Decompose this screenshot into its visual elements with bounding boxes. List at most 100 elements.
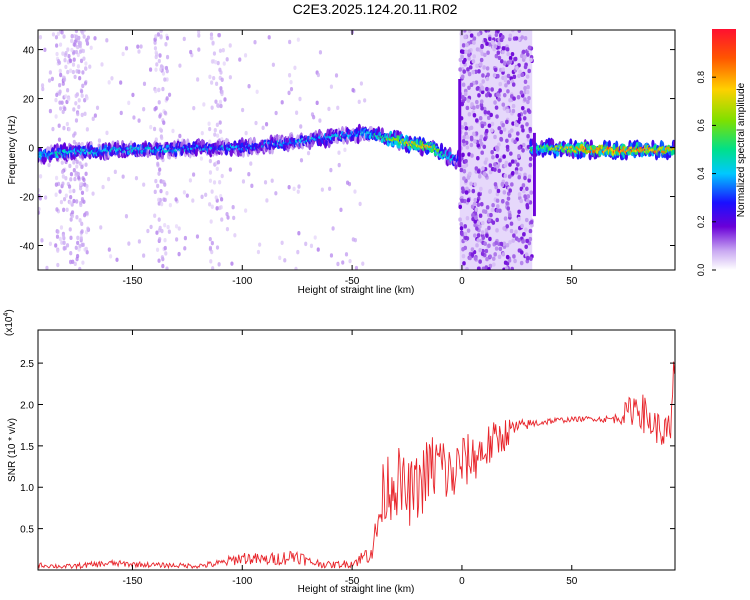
spectrogram-speckle xyxy=(287,184,291,190)
spectrogram-noise-cell xyxy=(481,79,486,84)
spectrogram-speckle xyxy=(67,126,71,132)
spectrogram-speckle xyxy=(354,265,359,270)
spectrogram-speckle xyxy=(339,207,343,213)
spectrogram-ridge-cell xyxy=(582,151,586,158)
spectrogram-speckle xyxy=(68,189,72,194)
spectrogram-speckle xyxy=(160,201,164,207)
spectrogram-speckle xyxy=(231,204,235,210)
spectrogram-noise-cell xyxy=(482,171,487,177)
spectrogram-speckle xyxy=(78,161,82,166)
spectrogram-speckle xyxy=(69,194,73,200)
spectrogram-noise-cell xyxy=(481,166,485,171)
spectrogram-noise-cell xyxy=(508,188,512,193)
colorbar-gradient xyxy=(712,29,736,270)
spectrogram-speckle xyxy=(202,102,206,107)
spectrogram-noise-cell xyxy=(515,122,519,127)
spectrogram-ridge-cell xyxy=(62,149,67,153)
spectrogram-noise-cell xyxy=(496,50,501,55)
spectrogram-speckle xyxy=(69,177,73,182)
spectrogram-noise-cell xyxy=(461,138,466,144)
spectrogram-speckle xyxy=(210,189,214,194)
spectrogram-noise-cell xyxy=(499,129,503,135)
spectrogram-speckle xyxy=(258,242,262,247)
snr-x-ticks: -150 -100 -50 0 50 xyxy=(122,330,578,587)
spectrogram-noise-cell xyxy=(490,87,494,92)
spectrogram-noise-cell xyxy=(465,42,469,48)
spectrogram-noise-cell xyxy=(476,143,481,148)
spectrogram-speckle xyxy=(215,206,219,211)
spectrogram-noise-cell xyxy=(458,217,462,222)
spectrogram-noise-cell xyxy=(476,32,481,37)
snr-y-tick-label: 2.0 xyxy=(20,400,34,411)
spectrogram-speckle xyxy=(74,30,79,34)
spectrogram-speckle xyxy=(75,253,80,259)
spectrogram-noise-cell xyxy=(493,67,498,73)
spectrogram-noise-cell xyxy=(506,206,511,211)
spectrogram-noise-cell xyxy=(488,163,493,168)
spectrogram-noise-cell xyxy=(525,255,530,261)
spectrogram-noise-cell xyxy=(471,69,476,75)
spectrogram-speckle xyxy=(127,241,131,246)
spectrogram-speckle xyxy=(200,194,204,200)
spectrogram-speckle xyxy=(293,65,297,71)
spectrogram-speckle xyxy=(65,207,69,212)
spectrogram-noise-cell xyxy=(498,158,502,163)
spectrogram-speckle xyxy=(220,217,224,222)
spectrogram-speckle xyxy=(159,30,163,34)
spectrogram-noise-cell xyxy=(491,220,496,225)
spectrogram-noise-cell xyxy=(474,80,479,85)
spectrogram-speckle xyxy=(57,91,62,96)
spectrogram-speckle xyxy=(250,183,254,189)
spectrogram-speckle xyxy=(59,72,63,78)
spectrogram-noise-cell xyxy=(497,142,501,147)
spectrogram-speckle xyxy=(65,243,70,248)
spectrogram-speckle xyxy=(119,80,123,85)
spectrogram-noise-cell xyxy=(466,175,471,180)
spectrogram-noise-cell xyxy=(483,209,488,214)
spectrogram-noise-cell xyxy=(521,148,525,153)
spectrogram-speckle xyxy=(154,50,158,55)
spectrogram-speckle xyxy=(107,247,111,252)
spectrogram-speckle xyxy=(207,121,211,126)
spectrogram-speckle xyxy=(107,80,111,85)
spectrogram-speckle xyxy=(84,171,88,177)
spectrogram-speckle xyxy=(158,127,163,132)
spectrogram-speckle xyxy=(61,233,66,238)
spectrogram-speckle xyxy=(62,207,66,213)
spectrogram-speckle xyxy=(165,77,169,82)
spectrogram-speckle xyxy=(137,118,141,123)
colorbar-tick-label: 0.8 xyxy=(696,71,706,84)
spectrogram-noise-cell xyxy=(488,93,492,98)
snr-frame xyxy=(37,329,676,571)
spectrogram-speckle xyxy=(74,49,79,55)
spectrogram-speckle xyxy=(74,245,78,250)
spectrogram-speckle xyxy=(74,172,78,177)
spectrogram-noise-cell xyxy=(488,254,492,259)
spectrogram-speckle xyxy=(177,251,181,257)
spectrogram-speckle xyxy=(58,106,63,111)
spectrogram-noise-cell xyxy=(523,175,527,181)
spectrogram-speckle xyxy=(74,34,79,39)
spectrogram-y-tick-label: -20 xyxy=(20,193,35,204)
spectrogram-noise-cell xyxy=(465,267,469,270)
spectrogram-speckle xyxy=(58,42,63,47)
spectrogram-noise-cell xyxy=(502,241,507,246)
spectrogram-speckle xyxy=(70,38,74,44)
spectrogram-speckle xyxy=(142,182,146,187)
spectrogram-speckle xyxy=(153,189,157,195)
spectrogram-ridge-cell xyxy=(285,137,289,143)
spectrogram-noise-cell xyxy=(470,102,474,107)
colorbar-ticks: 0.0 0.2 0.4 0.6 0.8 xyxy=(696,71,716,276)
spectrogram-speckle xyxy=(113,169,117,175)
spectrogram-speckle xyxy=(77,104,81,110)
spectrogram-noise-cell xyxy=(502,61,507,66)
spectrogram-noise-cell xyxy=(486,72,490,77)
spectrogram-speckle xyxy=(157,100,161,105)
spectrogram-noise-cell xyxy=(507,133,512,138)
spectrogram-noise-cell xyxy=(467,71,472,77)
spectrogram-speckle xyxy=(149,124,153,130)
spectrogram-noise-cell xyxy=(473,197,478,203)
spectrogram-speckle xyxy=(265,198,269,203)
spectrogram-speckle xyxy=(73,74,77,80)
spectrogram-noise-cell xyxy=(470,153,474,158)
